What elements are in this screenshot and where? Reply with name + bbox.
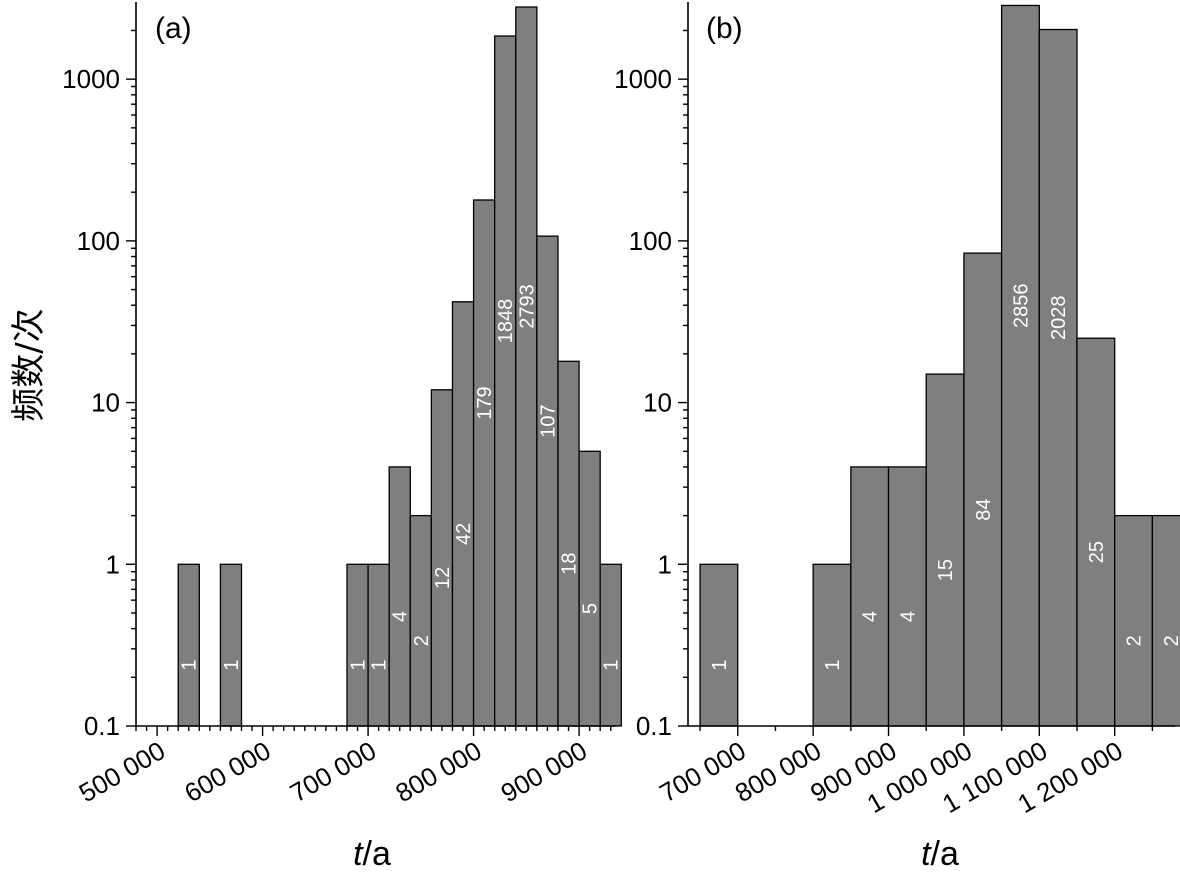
y-tick-label-a-2: 10 <box>91 388 120 418</box>
data-label-a-14: 1 <box>601 660 623 671</box>
bar-a-3 <box>367 563 390 727</box>
x-tick-label-a-2: 700 000 <box>285 735 381 808</box>
data-label-a-12: 18 <box>559 552 581 574</box>
data-label-a-11: 107 <box>537 404 559 437</box>
y-tick-label-a-0: 0.1 <box>84 711 120 741</box>
bar-b-8 <box>1076 337 1116 727</box>
data-label-a-2: 1 <box>348 660 370 671</box>
data-label-b-1: 1 <box>822 660 844 671</box>
y-tick-label-a-4: 1000 <box>62 64 120 94</box>
bar-b-6 <box>1000 4 1040 727</box>
x-axis-unit-a: /a <box>363 835 391 873</box>
x-axis-label-b: t/a <box>921 835 959 873</box>
data-label-a-6: 12 <box>432 567 454 589</box>
bar-b-5 <box>963 252 1003 727</box>
bar-b-9 <box>1114 514 1154 727</box>
data-label-b-2: 4 <box>860 611 882 622</box>
data-label-a-8: 179 <box>474 386 496 419</box>
x-tick-label-b-0: 700 000 <box>654 735 750 808</box>
bar-a-4 <box>388 466 411 727</box>
x-axis-var-a: t <box>353 835 364 873</box>
bar-b-3 <box>887 466 927 727</box>
y-tick-label-a-3: 100 <box>77 226 120 256</box>
bar-a-9 <box>494 35 517 727</box>
bar-a-6 <box>430 389 454 727</box>
panel-a: (a) t/a 0.1 1 10 100 1000 500 000 600 000 700 0… <box>62 2 623 873</box>
bar-a-10 <box>515 6 538 727</box>
data-label-b-4: 15 <box>935 559 957 581</box>
x-axis-var-b: t <box>921 835 932 873</box>
bar-a-1 <box>219 563 243 727</box>
x-tick-label-a-1: 600 000 <box>179 735 275 808</box>
x-axis-label-a: t/a <box>353 835 391 873</box>
x-axis-unit-b: /a <box>931 835 959 873</box>
bar-a-0 <box>177 563 200 727</box>
bar-a-11 <box>536 235 559 727</box>
bar-b-2 <box>850 466 890 727</box>
bar-b-1 <box>812 563 852 727</box>
y-tick-label-b-0: 0.1 <box>636 711 672 741</box>
x-tick-label-a-4: 900 000 <box>496 735 592 808</box>
data-label-a-7: 42 <box>453 523 475 545</box>
bar-a-5 <box>409 514 433 727</box>
data-label-b-0: 1 <box>709 660 731 671</box>
y-tick-label-b-3: 100 <box>629 226 672 256</box>
bar-a-8 <box>472 199 496 727</box>
panel-label-a: (a) <box>155 12 192 45</box>
data-label-a-0: 1 <box>179 660 201 671</box>
data-label-a-3: 1 <box>369 660 391 671</box>
y-axis-label: 频数/次 <box>9 308 49 421</box>
data-label-b-6: 2856 <box>1010 283 1032 328</box>
y-tick-label-b-1: 1 <box>658 549 672 579</box>
data-label-b-10: 2 <box>1161 635 1180 646</box>
y-tick-label-b-4: 1000 <box>614 64 672 94</box>
bar-b-0 <box>699 563 739 727</box>
data-label-a-9: 1848 <box>495 299 517 344</box>
bar-a-13 <box>578 450 601 727</box>
bar-a-14 <box>599 563 622 727</box>
bar-a-12 <box>557 360 580 727</box>
panel-label-b: (b) <box>706 12 743 45</box>
bar-b-7 <box>1038 28 1078 727</box>
x-tick-label-b-1: 800 000 <box>730 735 826 808</box>
y-tick-label-a-1: 1 <box>106 549 120 579</box>
x-tick-label-a-0: 500 000 <box>74 735 170 808</box>
x-tick-label-a-3: 800 000 <box>390 735 486 808</box>
data-label-b-5: 84 <box>973 498 995 520</box>
data-label-b-3: 4 <box>897 611 919 622</box>
data-label-a-1: 1 <box>221 660 243 671</box>
data-label-b-9: 2 <box>1124 635 1146 646</box>
bar-a-7 <box>451 301 475 727</box>
y-tick-label-b-2: 10 <box>643 388 672 418</box>
bar-a-2 <box>346 563 369 727</box>
data-label-a-4: 4 <box>390 611 412 622</box>
bar-b-10 <box>1151 514 1180 727</box>
bar-b-4 <box>925 373 965 727</box>
data-label-b-8: 25 <box>1086 541 1108 563</box>
data-label-b-7: 2028 <box>1048 295 1070 340</box>
data-label-a-10: 2793 <box>516 284 538 329</box>
data-label-a-13: 5 <box>580 603 602 614</box>
data-label-a-5: 2 <box>411 635 433 646</box>
